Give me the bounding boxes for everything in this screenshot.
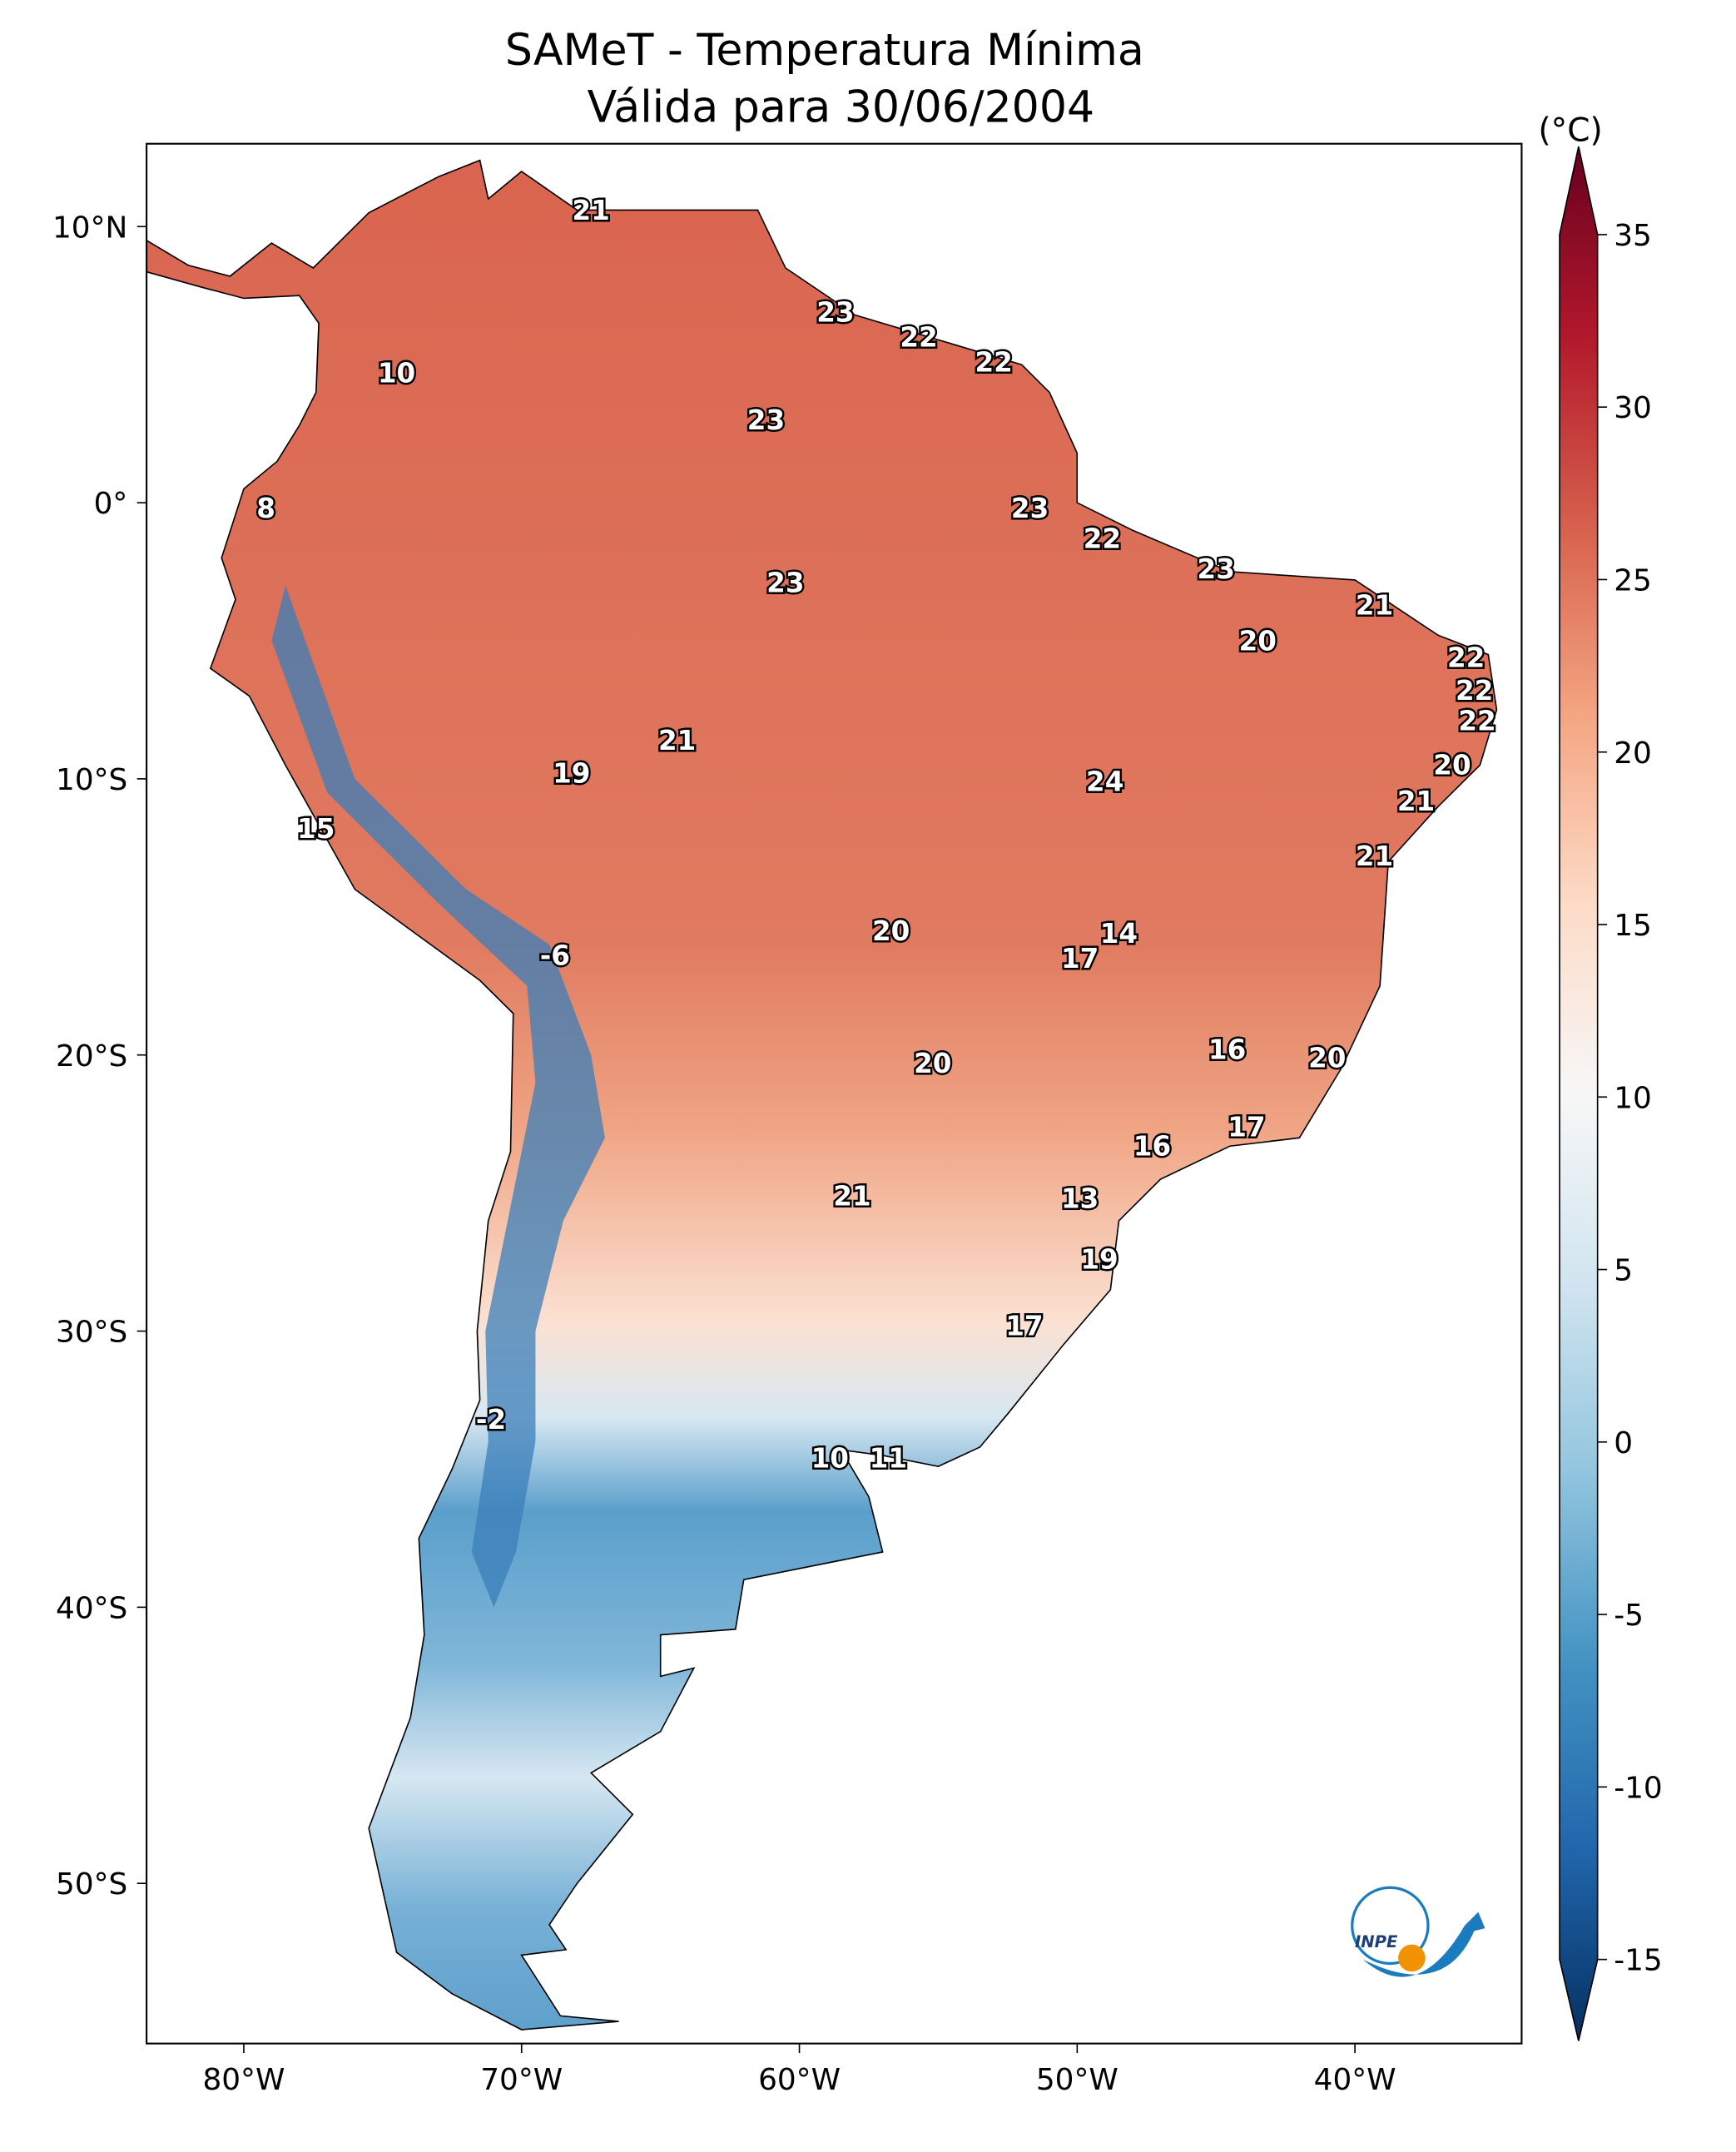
- title-line2: Válida para 30/06/2004: [588, 83, 1095, 133]
- map-frame: [146, 142, 1523, 2045]
- temperature-label: 23: [816, 297, 854, 329]
- temperature-label: 21: [1356, 589, 1393, 621]
- temperature-label: 20: [872, 915, 910, 947]
- colorbar-tick-label: -15: [1614, 1944, 1663, 1978]
- lon-tick-label: 70°W: [480, 2063, 563, 2097]
- colorbar-tick-label: 35: [1614, 219, 1652, 253]
- temperature-label: 19: [1080, 1244, 1118, 1276]
- temperature-label: 17: [1005, 1310, 1043, 1341]
- temperature-label: 21: [1397, 786, 1435, 817]
- colorbar-tick-label: 30: [1614, 391, 1652, 425]
- temperature-label: 22: [900, 321, 937, 353]
- lon-tick-label: 40°W: [1314, 2063, 1396, 2097]
- lat-tick-label: 50°S: [56, 1867, 127, 1902]
- temperature-label: 22: [1456, 675, 1493, 707]
- temperature-label: 20: [914, 1048, 951, 1079]
- colorbar: (°C) -15 -10 -5 0 5 10 15 20 25 30 35: [1538, 112, 1663, 2041]
- temperature-label: 20: [1308, 1042, 1346, 1074]
- colorbar-tick-label: 5: [1614, 1254, 1633, 1288]
- lat-tick-label: 10°S: [56, 763, 127, 797]
- lat-tick-label: 40°S: [56, 1591, 127, 1625]
- temperature-label: 20: [1239, 625, 1277, 657]
- lon-tick-label: 60°W: [758, 2063, 841, 2097]
- temperature-label: 22: [1458, 706, 1495, 737]
- temperature-label: 16: [1133, 1131, 1171, 1163]
- lon-tick-label: 80°W: [202, 2063, 285, 2097]
- colorbar-unit: (°C): [1538, 112, 1602, 149]
- temperature-label: -6: [540, 940, 570, 972]
- colorbar-tick-label: 10: [1614, 1081, 1652, 1115]
- inpe-logo: INPE: [1351, 1886, 1486, 1977]
- lat-tick-label: 10°N: [52, 211, 127, 245]
- south-america-landmass: [146, 159, 1498, 2031]
- lat-tick-label: 30°S: [56, 1316, 127, 1350]
- temperature-label: 17: [1228, 1111, 1265, 1143]
- lon-tick-label: 50°W: [1036, 2063, 1118, 2097]
- temperature-label: 22: [975, 346, 1013, 378]
- colorbar-tick-label: -10: [1614, 1771, 1663, 1805]
- colorbar-tick-label: 0: [1614, 1426, 1633, 1460]
- andes-cold-region: [271, 585, 605, 1608]
- temperature-label: 21: [573, 195, 610, 226]
- colorbar-tick-label: -5: [1614, 1599, 1644, 1633]
- temperature-label: 20: [1433, 750, 1471, 781]
- map-axes: 80°W 70°W 60°W 50°W 40°W 10°N 0° 10°S 20°S 30°S 40…: [52, 211, 1396, 2097]
- colorbar-bar: [1559, 146, 1599, 2041]
- temperature-label: 21: [1356, 840, 1393, 872]
- colorbar-tick-label: 25: [1614, 563, 1652, 598]
- temperature-label: 17: [1061, 943, 1099, 974]
- temperature-label: 14: [1100, 918, 1138, 950]
- title-line1: SAMeT - Temperatura Mínima: [505, 26, 1144, 76]
- temperature-label: 22: [1084, 523, 1121, 555]
- lat-tick-label: 20°S: [56, 1039, 127, 1074]
- temperature-label: 23: [1011, 493, 1049, 524]
- temperature-label: 19: [553, 758, 590, 790]
- temperature-label: 21: [833, 1180, 870, 1212]
- temperature-label: 10: [378, 358, 415, 389]
- temperature-label: 23: [766, 568, 804, 599]
- inpe-logo-text: INPE: [1355, 1932, 1398, 1951]
- temperature-label: 11: [870, 1443, 907, 1475]
- temperature-label: 21: [658, 725, 696, 756]
- temperature-label: 13: [1061, 1183, 1099, 1215]
- colorbar-tick-label: 15: [1614, 909, 1652, 943]
- temperature-label: -2: [476, 1404, 506, 1435]
- temperature-label: 16: [1208, 1034, 1246, 1065]
- temperature-label: 23: [747, 404, 785, 436]
- temperature-label: 22: [1447, 642, 1485, 673]
- lat-tick-label: 0°: [94, 487, 128, 521]
- temperature-label: 10: [811, 1443, 849, 1475]
- temperature-label: 23: [1198, 553, 1235, 585]
- colorbar-tick-label: 20: [1614, 736, 1652, 771]
- temperature-label: 8: [256, 493, 275, 524]
- temperature-label: 24: [1086, 766, 1123, 798]
- temperature-label: 15: [297, 813, 335, 845]
